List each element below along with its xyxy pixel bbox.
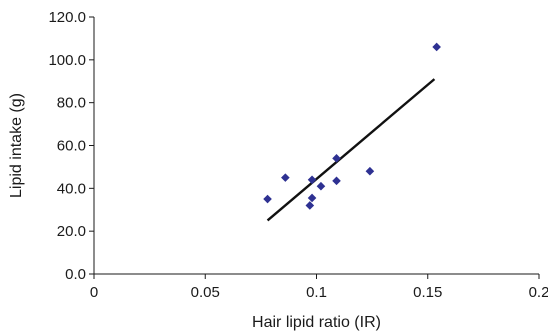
data-point	[263, 194, 272, 204]
trendline-layer	[266, 78, 436, 222]
y-axis-ticks: 0.0 20.0 40.0 60.0 80.0 100.0 120.0	[48, 9, 94, 283]
x-tick-label: 0.1	[306, 284, 327, 301]
data-point	[332, 154, 341, 163]
x-tick-label: 0.2	[529, 284, 548, 301]
x-tick-label: 0.05	[191, 284, 220, 301]
y-tick-label: 20.0	[57, 223, 86, 240]
x-tick-label: 0.15	[413, 284, 442, 301]
data-point	[316, 181, 326, 191]
y-tick-label: 40.0	[57, 180, 86, 197]
data-points	[263, 42, 441, 210]
y-tick-label: 0.0	[65, 266, 86, 283]
y-tick-label: 60.0	[57, 138, 86, 155]
data-point	[281, 173, 290, 182]
data-point	[365, 166, 375, 176]
y-tick-label: 120.0	[48, 9, 86, 26]
y-axis-title: Lipid intake (g)	[8, 93, 25, 198]
x-axis-ticks: 0 0.05 0.1 0.15 0.2	[90, 274, 548, 301]
x-axis-title: Hair lipid ratio (IR)	[252, 314, 381, 331]
data-point	[432, 42, 441, 52]
trendline	[266, 78, 436, 222]
data-point	[332, 176, 341, 186]
y-tick-label: 100.0	[48, 52, 86, 69]
y-tick-label: 80.0	[57, 95, 86, 112]
data-point	[305, 201, 315, 210]
data-point	[307, 193, 317, 203]
x-tick-label: 0	[90, 284, 98, 301]
data-point	[307, 175, 317, 185]
